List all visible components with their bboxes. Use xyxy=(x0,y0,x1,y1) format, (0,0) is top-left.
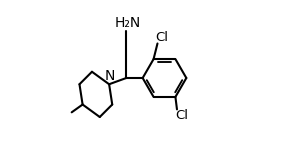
Text: Cl: Cl xyxy=(155,31,168,44)
Text: N: N xyxy=(105,69,115,83)
Text: H₂N: H₂N xyxy=(115,16,141,30)
Text: Cl: Cl xyxy=(175,109,188,122)
